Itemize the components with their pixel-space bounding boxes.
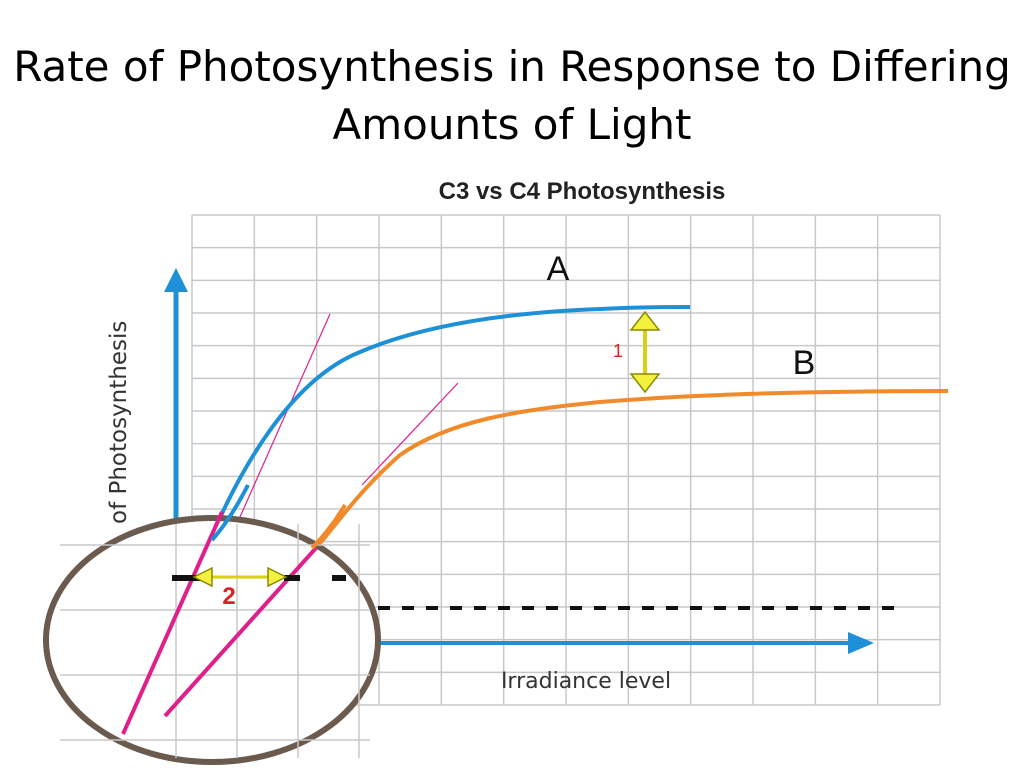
marker-2-double-arrow	[192, 566, 288, 588]
tangent-line-b-upper	[361, 382, 459, 486]
slide-title: Rate of Photosynthesis in Response to Di…	[0, 38, 1024, 154]
tangent-line-a-upper	[231, 313, 331, 536]
slide-title-line-2: Amounts of Light	[332, 100, 692, 149]
x-axis-label: Irradiance level	[501, 669, 671, 694]
y-axis-arrowhead	[164, 268, 188, 292]
curve-b-zoom	[310, 503, 347, 550]
zoom-grid	[60, 524, 370, 758]
curve-a	[208, 305, 691, 541]
curve-a-zoom	[210, 484, 250, 542]
slide-title-line-1: Rate of Photosynthesis in Response to Di…	[13, 42, 1011, 91]
curve-a-label: A	[547, 250, 570, 288]
marker-1-double-arrow	[629, 310, 661, 394]
chart-title: C3 vs C4 Photosynthesis	[439, 178, 726, 205]
x-axis-arrowhead	[848, 632, 874, 654]
marker-1-label: 1	[613, 341, 623, 361]
tangent-line-a-zoom	[121, 511, 224, 735]
zoom-circle	[43, 515, 381, 765]
marker-2-label: 2	[222, 583, 235, 610]
chart-grid	[191, 214, 941, 706]
y-axis-label: of Photosynthesis	[106, 321, 132, 524]
curve-b-label: B	[793, 344, 816, 382]
curve-b	[314, 389, 949, 550]
